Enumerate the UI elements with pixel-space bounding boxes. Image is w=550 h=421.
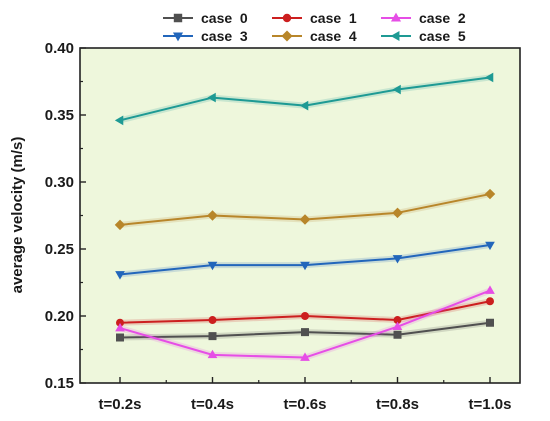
data-point <box>300 261 310 271</box>
data-point <box>115 322 125 332</box>
data-point <box>392 207 403 219</box>
data-point <box>484 188 496 200</box>
data-point <box>116 333 124 342</box>
data-point <box>114 219 126 231</box>
legend: case 0 case 1 case 2 case 3 case 4 case 5 <box>163 10 466 44</box>
y-tick-label: 0.35 <box>45 107 74 124</box>
legend-label: case 1 <box>310 10 357 26</box>
series-layer <box>114 72 496 361</box>
plot-area <box>79 47 521 384</box>
legend-swatch-marker <box>282 13 292 23</box>
x-axis: t=0.2s t=0.4s t=0.6s t=0.8s t=1.0s <box>99 377 512 413</box>
legend-label: case 4 <box>310 28 357 44</box>
data-point <box>485 297 495 306</box>
data-point <box>393 330 402 339</box>
data-point <box>301 328 309 337</box>
data-point <box>392 321 403 330</box>
data-point <box>484 72 494 83</box>
y-tick-label: 0.30 <box>45 174 74 191</box>
y-tick-label: 0.15 <box>45 375 74 392</box>
legend-item: case 0 <box>163 10 248 26</box>
series-case-0 <box>116 318 494 342</box>
y-tick-label: 0.25 <box>45 241 74 258</box>
legend-item: case 4 <box>272 28 357 44</box>
y-axis-label: average velocity (m/s) <box>9 137 26 294</box>
data-point <box>207 261 218 271</box>
data-point <box>300 352 310 361</box>
legend-swatch-marker <box>390 12 402 22</box>
series-case-5 <box>114 72 494 126</box>
series-case-3 <box>115 241 495 280</box>
legend-label: case 3 <box>201 28 248 44</box>
data-point <box>207 210 218 221</box>
x-tick-label: t=0.6s <box>284 396 327 413</box>
data-point <box>393 316 402 325</box>
legend-item: case 5 <box>381 28 466 44</box>
data-point <box>485 241 495 251</box>
data-point <box>486 318 494 327</box>
y-tick-label: 0.40 <box>45 40 74 57</box>
data-point <box>300 312 310 320</box>
data-point <box>485 285 495 294</box>
legend-swatch-marker <box>281 30 293 42</box>
data-point <box>208 332 217 341</box>
legend-swatch-marker <box>172 32 184 42</box>
legend-item: case 3 <box>163 28 248 44</box>
data-point <box>392 255 403 264</box>
x-tick-label: t=1.0s <box>469 396 512 413</box>
data-point <box>299 100 309 111</box>
x-tick-label: t=0.8s <box>376 396 419 413</box>
legend-label: case 2 <box>419 10 466 26</box>
data-point <box>115 271 125 280</box>
x-tick-label: t=0.4s <box>191 396 234 413</box>
data-point <box>115 318 125 327</box>
legend-swatch-marker <box>173 13 183 23</box>
data-point <box>208 316 217 325</box>
series-case-4 <box>114 188 496 231</box>
legend-label: case 0 <box>201 10 248 26</box>
data-point <box>114 115 124 126</box>
legend-swatch-marker <box>390 30 400 42</box>
legend-item: case 2 <box>381 10 466 26</box>
data-point <box>392 84 401 95</box>
data-point <box>207 349 218 359</box>
y-axis: 0.15 0.20 0.25 0.30 0.35 0.40 <box>45 40 86 392</box>
data-point <box>207 92 216 103</box>
x-tick-label: t=0.2s <box>99 396 142 413</box>
legend-label: case 5 <box>419 28 466 44</box>
y-tick-label: 0.20 <box>45 308 74 325</box>
series-case-2 <box>115 285 495 361</box>
legend-item: case 1 <box>272 10 357 26</box>
data-point <box>299 214 311 225</box>
